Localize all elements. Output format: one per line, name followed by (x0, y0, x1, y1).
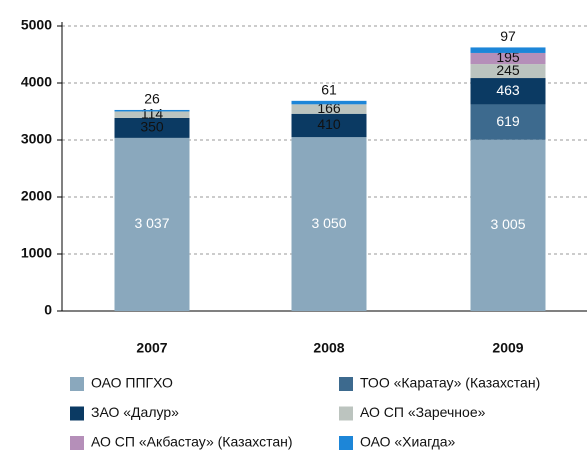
bar-segment (291, 113, 367, 138)
bar-segment (114, 117, 190, 138)
legend-label: ОАО «Хиагда» (360, 434, 456, 450)
bar-segment (470, 104, 546, 140)
value-label: 3 050 (311, 215, 346, 231)
legend-label: АО СП «Акбастау» (Казахстан) (91, 434, 293, 450)
x-tick-label: 2009 (492, 340, 523, 356)
y-tick-label: 4000 (21, 74, 52, 90)
value-label: 61 (321, 82, 337, 98)
bar-segment (114, 109, 190, 112)
value-label: 3 005 (490, 216, 525, 232)
legend-swatch (339, 436, 353, 450)
value-label: 26 (144, 91, 160, 107)
bar-segment (114, 111, 190, 118)
bar-segment (470, 47, 546, 53)
value-label: 463 (496, 82, 520, 98)
legend-label: ЗАО «Далур» (91, 404, 179, 420)
legend-swatch (339, 406, 353, 421)
bar-segment (114, 137, 190, 311)
value-label: 245 (496, 62, 520, 78)
value-label: 3 037 (134, 215, 169, 231)
bar-segment (470, 78, 546, 105)
legend-swatch (70, 406, 84, 421)
bar-segment (470, 64, 546, 79)
legend-swatch (70, 377, 84, 391)
legend-label: ТОО «Каратау» (Казахстан) (360, 375, 540, 391)
legend-label: ОАО ППГХО (91, 375, 173, 391)
bar-segment (470, 52, 546, 65)
value-label: 350 (140, 119, 164, 135)
y-tick-label: 3000 (21, 131, 52, 147)
y-tick-label: 0 (44, 302, 52, 318)
bar-segment (291, 104, 367, 114)
value-label: 410 (317, 116, 341, 132)
value-label: 619 (496, 113, 520, 129)
x-tick-label: 2008 (313, 340, 344, 356)
legend-swatch (70, 436, 84, 450)
x-tick-label: 2007 (136, 340, 167, 356)
y-tick-label: 1000 (21, 245, 52, 261)
bar-segment (470, 139, 546, 311)
y-tick-label: 5000 (21, 17, 52, 33)
value-label: 114 (141, 105, 164, 121)
legend-swatch (339, 377, 353, 391)
y-tick-label: 2000 (21, 188, 52, 204)
bar-segment (291, 137, 367, 311)
legend-label: АО СП «Заречное» (360, 404, 486, 420)
bar-segment (291, 100, 367, 105)
value-label: 97 (500, 28, 516, 44)
value-label: 195 (496, 49, 520, 65)
